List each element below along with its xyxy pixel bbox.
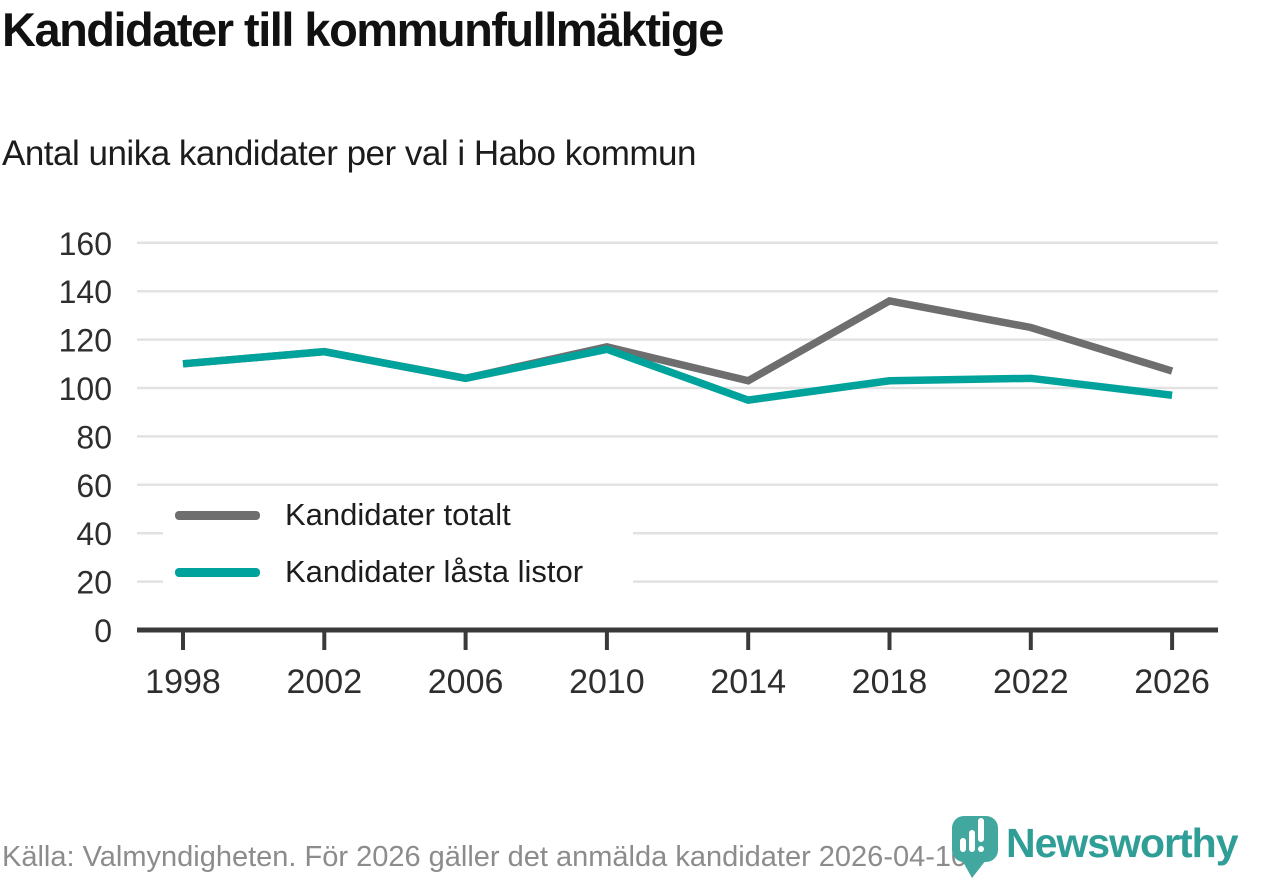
legend-item-locked-lists: Kandidater låsta listor	[175, 546, 583, 598]
legend-swatch-total	[175, 510, 260, 520]
y-axis-tick-label: 0	[94, 613, 112, 649]
legend-item-total: Kandidater totalt	[175, 489, 583, 541]
x-axis-tick-label: 2022	[993, 663, 1069, 701]
chart-subtitle: Antal unika kandidater per val i Habo ko…	[2, 134, 696, 173]
x-axis-tick-label: 2026	[1134, 663, 1210, 701]
source-note: Källa: Valmyndigheten. För 2026 gäller d…	[2, 841, 976, 873]
x-axis-tick-label: 2018	[852, 663, 928, 701]
y-axis-tick-label: 100	[59, 371, 112, 407]
x-axis-tick-label: 2002	[286, 663, 362, 701]
newsworthy-wordmark: Newsworthy	[1006, 820, 1238, 866]
y-axis-tick-label: 20	[76, 565, 112, 601]
line-series-locked-lists	[182, 345, 1173, 404]
legend-label-locked-lists: Kandidater låsta listor	[285, 554, 584, 589]
x-axis-tick-label: 2010	[569, 663, 645, 701]
y-axis-tick-label: 120	[59, 323, 112, 359]
page-title: Kandidater till kommunfullmäktige	[2, 3, 724, 56]
legend-label-total: Kandidater totalt	[285, 497, 511, 532]
x-axis-tick-label: 2006	[428, 663, 504, 701]
y-axis-tick-label: 140	[59, 274, 112, 310]
y-axis-tick-label: 40	[76, 516, 112, 552]
legend-swatch-locked-lists	[175, 567, 260, 577]
chart-legend: Kandidater totalt Kandidater låsta listo…	[163, 489, 634, 604]
x-axis-tick-label: 2014	[710, 663, 786, 701]
y-axis-tick-label: 60	[76, 468, 112, 504]
x-axis-tick-label: 1998	[145, 663, 221, 701]
newsworthy-logo-icon	[952, 816, 998, 878]
y-axis-tick-label: 80	[76, 419, 112, 455]
y-axis-tick-label: 160	[59, 226, 112, 262]
